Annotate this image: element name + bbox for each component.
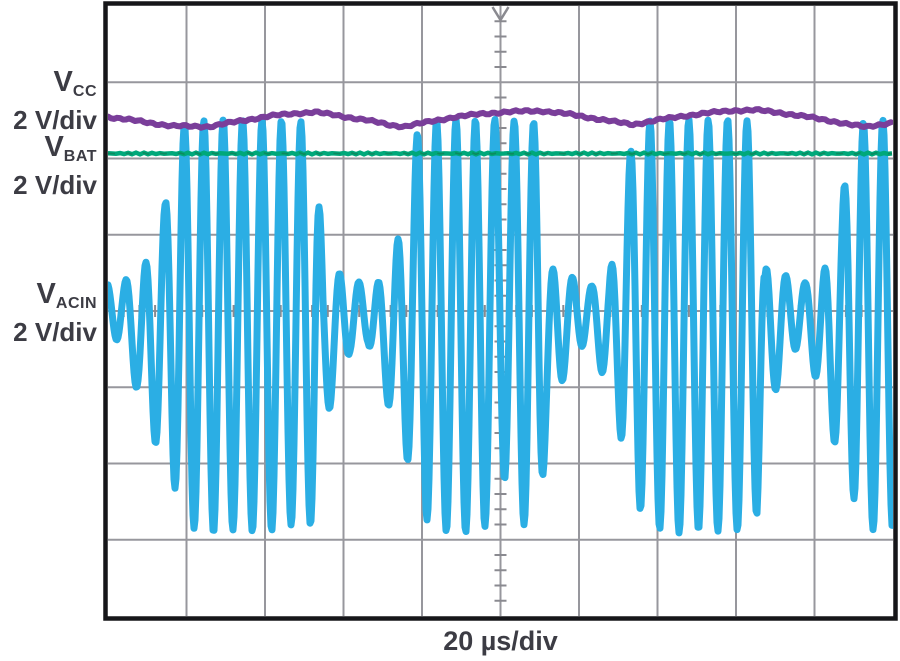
channel-label-vacin: VACIN 2 V/div xyxy=(0,280,97,347)
trigger-position-marker xyxy=(491,6,510,23)
channel-symbol: V xyxy=(44,131,64,163)
channel-label-vbat: VBAT 2 V/div xyxy=(0,133,97,200)
channel-symbol: V xyxy=(53,66,73,98)
channel-name-vcc: VCC xyxy=(0,68,97,106)
timebase-label: 20 µs/div xyxy=(443,626,558,656)
channel-symbol: V xyxy=(36,278,56,310)
waveform-traces xyxy=(108,106,893,537)
trace-vcc xyxy=(108,106,893,131)
channel-name-vbat: VBAT xyxy=(0,133,97,171)
trace-vacin xyxy=(108,115,893,537)
trace-vbat xyxy=(108,150,893,157)
channel-scale-vacin: 2 V/div xyxy=(13,317,97,347)
channel-subscript: BAT xyxy=(63,148,97,165)
channel-name-vacin: VACIN xyxy=(0,280,97,318)
channel-subscript: CC xyxy=(72,83,97,100)
channel-label-vcc: VCC 2 V/div xyxy=(0,68,97,135)
plot-border xyxy=(103,1,898,621)
channel-subscript: ACIN xyxy=(55,295,97,312)
channel-scale-vcc: 2 V/div xyxy=(13,105,97,135)
channel-scale-vbat: 2 V/div xyxy=(13,170,97,200)
